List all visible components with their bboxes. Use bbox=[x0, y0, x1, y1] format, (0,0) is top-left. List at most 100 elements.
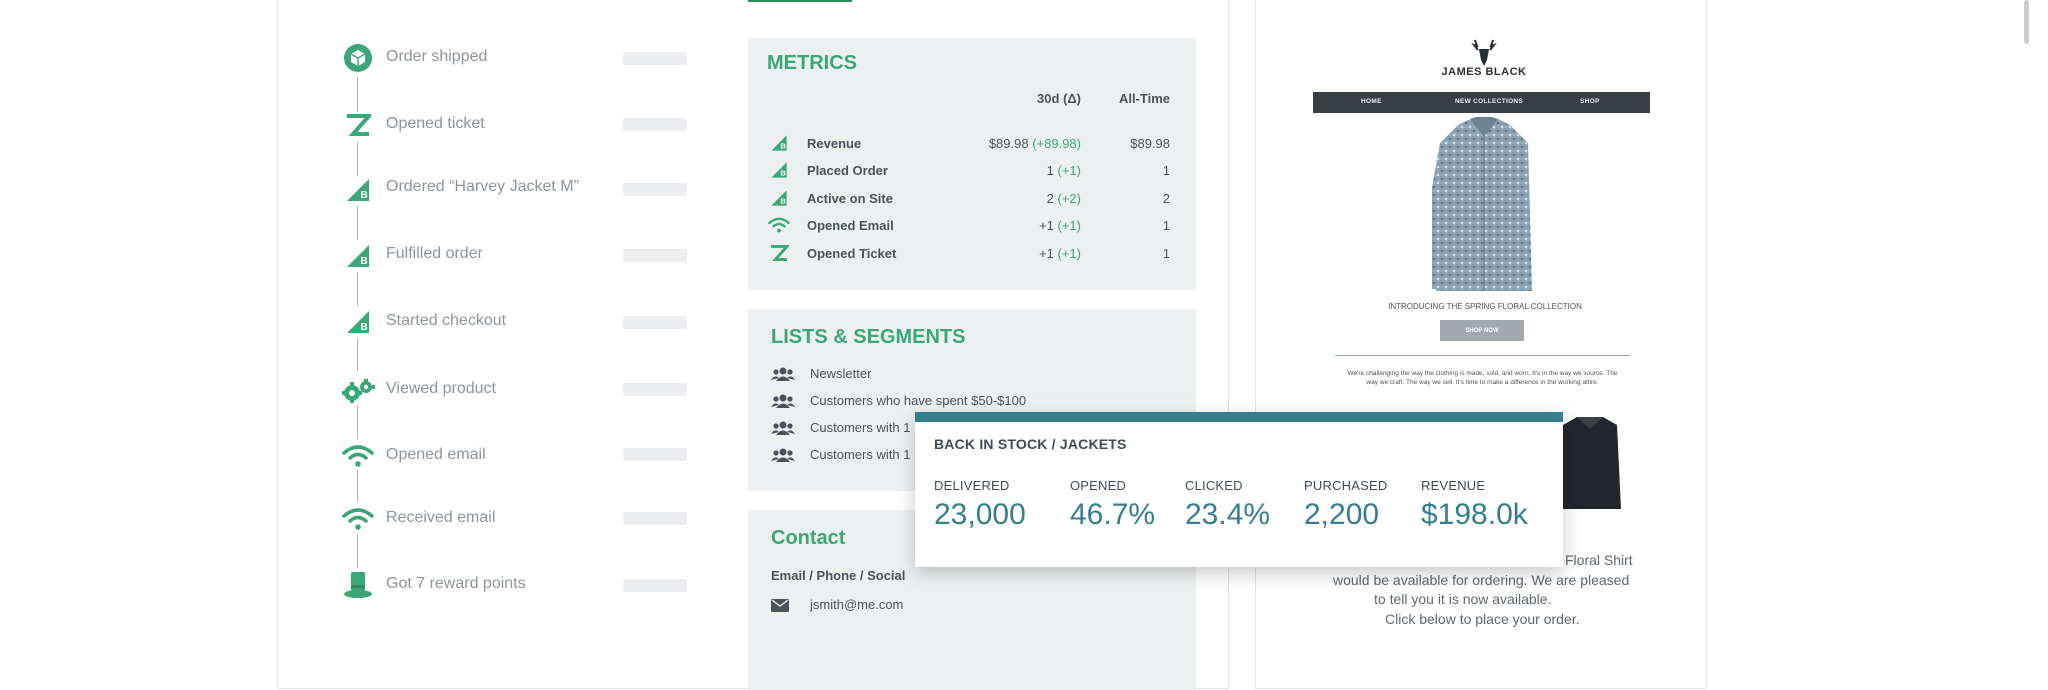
metric-value: +1 bbox=[1039, 218, 1054, 233]
metric-all-time: 2 bbox=[1162, 191, 1170, 206]
users-icon bbox=[771, 420, 795, 436]
popup-accent-bar bbox=[915, 412, 1563, 422]
bigcommerce-icon: B bbox=[341, 173, 375, 207]
bigcommerce-icon: B bbox=[768, 133, 790, 153]
timeline-item-label[interactable]: Viewed product bbox=[386, 380, 496, 397]
metric-all-time: 1 bbox=[1162, 218, 1170, 233]
stag-logo-icon bbox=[1469, 38, 1499, 68]
zendesk-icon bbox=[768, 243, 790, 263]
bigcommerce-icon: B bbox=[341, 239, 375, 273]
contact-title: Contact bbox=[771, 527, 846, 549]
email-paragraph: way we craft. The way we sell. It's time… bbox=[1366, 379, 1599, 386]
metric-all-time: 1 bbox=[1162, 163, 1170, 178]
email-nav-shop[interactable]: SHOP bbox=[1580, 98, 1600, 105]
floral-shirt-image bbox=[1428, 117, 1540, 295]
list-item[interactable]: Customers who have spent $50-$100 bbox=[810, 393, 1027, 408]
timeline-item-label[interactable]: Started checkout bbox=[386, 312, 507, 329]
metric-delta: (+1) bbox=[1057, 246, 1081, 261]
metric-value: 2 bbox=[1046, 191, 1054, 206]
timeline-date-placeholder bbox=[623, 579, 687, 592]
svg-text:B: B bbox=[361, 190, 368, 201]
list-item[interactable]: Newsletter bbox=[810, 366, 872, 381]
timeline-item-label[interactable]: Opened email bbox=[386, 446, 486, 463]
dark-jacket-image bbox=[1555, 413, 1625, 510]
timeline-connector bbox=[357, 338, 358, 372]
timeline-item-label[interactable]: Order shipped bbox=[386, 48, 488, 65]
timeline-date-placeholder bbox=[623, 183, 687, 196]
metric-value: 1 bbox=[1046, 163, 1054, 178]
email-nav-home[interactable]: HOME bbox=[1361, 98, 1382, 105]
metric-delta: (+2) bbox=[1057, 191, 1081, 206]
stat-label-delivered: DELIVERED bbox=[934, 478, 1010, 493]
email-paragraph: We're challenging the way the clothing i… bbox=[1347, 370, 1618, 377]
divider bbox=[1335, 355, 1630, 356]
stat-value-clicked: 23.4% bbox=[1185, 498, 1271, 531]
svg-text:B: B bbox=[780, 169, 786, 178]
email-preview-panel bbox=[1255, 0, 1707, 689]
metric-30d-value: 1 (+1) bbox=[1047, 163, 1081, 178]
active-tab-indicator bbox=[748, 0, 852, 2]
metric-label: Revenue bbox=[807, 136, 862, 151]
list-item[interactable]: Customers with 1 bbox=[810, 447, 911, 462]
scrollbar-thumb[interactable] bbox=[2024, 0, 2029, 44]
users-icon bbox=[771, 393, 795, 409]
timeline-connector bbox=[357, 534, 358, 568]
timeline-connector bbox=[357, 470, 358, 502]
stat-value-purchased: 2,200 bbox=[1304, 498, 1380, 531]
timeline-item-label[interactable]: Got 7 reward points bbox=[386, 575, 526, 592]
timeline-item-label[interactable]: Opened ticket bbox=[386, 115, 485, 132]
metric-delta: (+89.98) bbox=[1032, 136, 1081, 151]
metric-30d-value: +1 (+1) bbox=[1039, 218, 1081, 233]
list-item[interactable]: Customers with 1 bbox=[810, 420, 911, 435]
lists-segments-title: LISTS & SEGMENTS bbox=[771, 326, 966, 348]
metrics-title: METRICS bbox=[767, 52, 857, 74]
svg-text:B: B bbox=[361, 256, 368, 267]
metric-label: Placed Order bbox=[807, 163, 888, 178]
gears-icon bbox=[341, 374, 375, 408]
svg-text:B: B bbox=[361, 322, 368, 333]
timeline-connector bbox=[357, 206, 358, 240]
metric-label: Opened Email bbox=[807, 218, 894, 233]
timeline-date-placeholder bbox=[623, 118, 687, 131]
timeline-date-placeholder bbox=[623, 383, 687, 396]
timeline-item-label[interactable]: Ordered “Harvey Jacket M” bbox=[386, 178, 579, 195]
timeline-item-label[interactable]: Received email bbox=[386, 509, 496, 526]
contact-subtitle: Email / Phone / Social bbox=[771, 568, 906, 583]
zendesk-icon bbox=[341, 108, 375, 142]
campaign-title: BACK IN STOCK / JACKETS bbox=[934, 436, 1127, 452]
stat-value-delivered: 23,000 bbox=[934, 498, 1026, 531]
bigcommerce-icon: B bbox=[768, 160, 790, 180]
metrics-card bbox=[748, 38, 1196, 290]
svg-text:B: B bbox=[780, 142, 786, 151]
stat-label-revenue: REVENUE bbox=[1421, 478, 1486, 493]
users-icon bbox=[771, 366, 795, 382]
campaign-stats-popup[interactable] bbox=[915, 412, 1563, 567]
metric-delta: (+1) bbox=[1057, 218, 1081, 233]
metric-all-time: 1 bbox=[1162, 246, 1170, 261]
brand-logo-text: JAMES BLACK bbox=[1441, 66, 1527, 78]
svg-text:B: B bbox=[780, 197, 786, 206]
timeline-item-label[interactable]: Fulfilled order bbox=[386, 245, 483, 262]
bigcommerce-icon: B bbox=[341, 305, 375, 339]
metric-delta: (+1) bbox=[1057, 163, 1081, 178]
timeline-connector bbox=[357, 76, 358, 112]
scrollbar[interactable] bbox=[2018, 0, 2032, 684]
contact-email[interactable]: jsmith@me.com bbox=[810, 597, 904, 612]
shop-now-button[interactable]: SHOP NOW bbox=[1440, 320, 1524, 341]
wifi-icon bbox=[341, 502, 375, 536]
stat-label-opened: OPENED bbox=[1070, 478, 1127, 493]
email-body-line: Click below to place your order. bbox=[1385, 611, 1580, 627]
metric-30d-value: $89.98 (+89.98) bbox=[989, 136, 1081, 151]
stat-label-clicked: CLICKED bbox=[1185, 478, 1243, 493]
timeline-connector bbox=[357, 405, 358, 439]
wifi-icon bbox=[341, 439, 375, 473]
bigcommerce-icon: B bbox=[768, 188, 790, 208]
email-body-line: to tell you it is now available. bbox=[1374, 591, 1552, 607]
wifi-icon bbox=[768, 215, 790, 235]
email-nav-new-collections[interactable]: NEW COLLECTIONS bbox=[1455, 98, 1524, 105]
metric-value: $89.98 bbox=[988, 136, 1029, 151]
stat-value-opened: 46.7% bbox=[1070, 498, 1156, 531]
timeline-date-placeholder bbox=[623, 249, 687, 262]
stat-label-purchased: PURCHASED bbox=[1304, 478, 1388, 493]
metrics-col-all-time: All-Time bbox=[1118, 91, 1170, 106]
